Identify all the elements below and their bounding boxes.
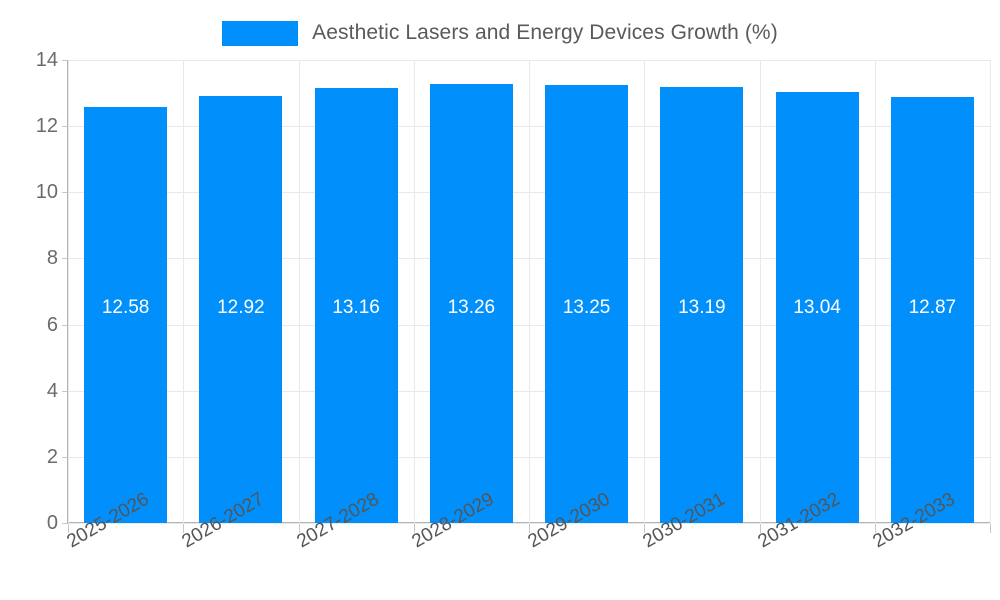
bar-value-label: 12.87 — [908, 297, 957, 318]
y-axis-tick-mark — [62, 390, 68, 392]
gridline-vertical — [414, 60, 415, 523]
y-axis-tick-label: 10 — [35, 181, 58, 204]
bar-value-label: 12.58 — [101, 297, 150, 318]
chart-legend: Aesthetic Lasers and Energy Devices Grow… — [0, 14, 1000, 52]
bar-value-label: 13.26 — [447, 297, 496, 318]
legend-item-series-0[interactable]: Aesthetic Lasers and Energy Devices Grow… — [222, 20, 778, 46]
x-axis-tick-mark — [183, 524, 184, 533]
bar[interactable]: 13.19 — [660, 86, 744, 523]
gridline-vertical — [68, 60, 69, 523]
y-axis: 0 2 4 6 8 10 12 14 — [0, 0, 68, 600]
y-axis-tick-mark — [62, 324, 68, 326]
y-axis-tick-label: 12 — [35, 115, 58, 138]
bar[interactable]: 12.58 — [84, 106, 168, 523]
y-axis-tick-mark — [62, 126, 68, 128]
bar-value-label: 13.25 — [562, 297, 611, 318]
x-axis-tick-mark — [414, 524, 415, 533]
gridline-vertical — [299, 60, 300, 523]
y-axis-tick-mark — [62, 258, 68, 260]
x-axis-tick-mark — [529, 524, 530, 533]
legend-color-swatch-icon — [222, 20, 299, 46]
x-axis-tick-mark — [875, 524, 876, 533]
y-axis-tick-label: 4 — [46, 379, 58, 402]
y-axis-tick-label: 14 — [35, 49, 58, 71]
gridline-vertical — [183, 60, 184, 523]
legend-label: Aesthetic Lasers and Energy Devices Grow… — [312, 21, 778, 44]
bar-value-label: 13.04 — [793, 297, 841, 318]
x-axis-tick-mark — [990, 524, 991, 533]
x-axis-tick-mark — [299, 524, 300, 533]
plot-area: 12.58 12.92 13.16 13.26 13.25 13.19 13.04 12.87 — [68, 60, 991, 524]
gridline-vertical — [529, 60, 530, 523]
bar[interactable]: 13.25 — [545, 84, 629, 523]
y-axis-tick-mark — [62, 192, 68, 194]
gridline-vertical — [990, 60, 991, 523]
bar[interactable]: 12.87 — [890, 97, 974, 523]
y-axis-tick-label: 8 — [46, 247, 58, 270]
bar[interactable]: 13.16 — [314, 87, 398, 523]
bar[interactable]: 13.04 — [775, 91, 859, 523]
gridline-vertical — [760, 60, 761, 523]
y-axis-tick-mark — [62, 60, 68, 61]
x-axis-tick-mark — [68, 524, 69, 533]
bar-value-label: 13.16 — [332, 297, 380, 318]
bar-value-label: 12.92 — [217, 297, 265, 318]
bar-value-label: 13.19 — [678, 297, 726, 318]
y-axis-tick-mark — [62, 523, 68, 524]
y-axis-tick-label: 2 — [46, 445, 58, 468]
bar[interactable]: 13.26 — [429, 84, 513, 523]
x-axis-tick-mark — [760, 524, 761, 533]
y-axis-tick-label: 0 — [46, 512, 58, 534]
bar[interactable]: 12.92 — [199, 95, 283, 523]
gridline-horizontal — [68, 523, 990, 524]
x-axis-tick-mark — [644, 524, 645, 533]
y-axis-tick-label: 6 — [46, 313, 58, 336]
gridline-vertical — [875, 60, 876, 523]
y-axis-tick-mark — [62, 456, 68, 458]
gridline-vertical — [644, 60, 645, 523]
